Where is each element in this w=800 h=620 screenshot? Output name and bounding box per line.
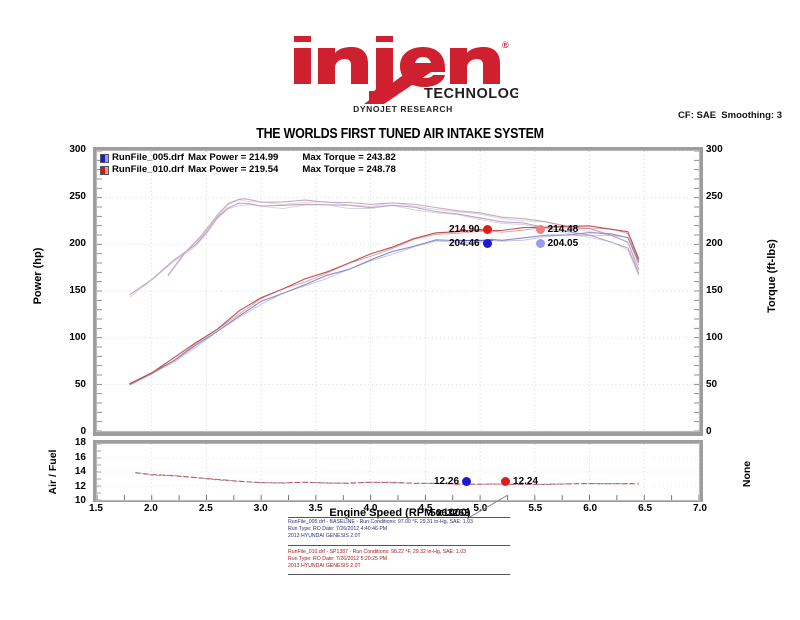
x-tick-2.5: 2.5 xyxy=(198,503,213,514)
x-tick-7.0: 7.0 xyxy=(693,503,707,514)
power-torque-curves xyxy=(129,198,640,386)
y-tick-power-50: 50 xyxy=(74,379,86,390)
annotation-torque-right-value: 204.05 xyxy=(547,238,579,249)
y-tick-power-300: 300 xyxy=(69,144,86,155)
footer-rule xyxy=(288,574,510,575)
y-tick-power-200: 200 xyxy=(69,238,86,249)
annotation-af-right-value: 12.24 xyxy=(513,476,539,487)
legend-row[interactable]: RunFile_010.drf Max Power = 219.54 Max T… xyxy=(100,164,396,176)
chart-title: THE WORLDS FIRST TUNED AIR INTAKE SYSTEM xyxy=(256,126,544,142)
y-tick-airfuel-10: 10 xyxy=(74,495,86,506)
legend-swatch-run005 xyxy=(100,153,109,163)
x-tick-3.0: 3.0 xyxy=(253,503,268,514)
x-tick-3.5: 3.5 xyxy=(308,503,323,514)
y-tick-torque-250: 250 xyxy=(706,191,723,202)
annotation-dot-torque-left xyxy=(482,239,492,248)
legend-max-power: Max Power = 219.54 xyxy=(187,164,279,175)
legend-file-name: RunFile_005.drf xyxy=(112,152,184,163)
legend-file-name: RunFile_010.drf xyxy=(112,164,184,175)
y-tick-airfuel-12: 12 xyxy=(74,480,86,492)
af-plot-frame-top xyxy=(96,440,700,444)
y-axis-label-none: None xyxy=(741,460,753,488)
run-info-block-sp1387: RunFile_010.drf - SP1387 - Run Condition… xyxy=(288,549,466,570)
run-info-line: Run Type: RO Date: 7/26/2012 5:20:25 PM xyxy=(288,556,388,562)
annotation-af-left-value: 12.26 xyxy=(434,476,460,487)
y-axis-label-power: Power (hp) xyxy=(32,247,44,305)
legend-max-torque: Max Torque = 248.78 xyxy=(302,164,396,175)
x-tick-6.0: 6.0 xyxy=(583,503,598,514)
air-fuel-curves xyxy=(135,472,639,486)
annotation-dot-af-right xyxy=(501,477,511,486)
injen-logo: ® TECHNOLOGY xyxy=(288,26,518,104)
main-plot-frame-top xyxy=(96,147,700,151)
main-plot-frame-left xyxy=(93,147,97,436)
chart-legend: RunFile_005.drf Max Power = 214.99 Max T… xyxy=(100,152,396,176)
annotation-power-left-value: 214.90 xyxy=(449,224,480,235)
annotation-dot-torque-right xyxy=(535,239,545,248)
dynojet-research-label: DYNOJET RESEARCH xyxy=(353,104,453,114)
power-torque-plot xyxy=(96,150,700,432)
x-tick-1.5: 1.5 xyxy=(89,503,103,514)
y-tick-power-150: 150 xyxy=(69,285,86,296)
x-tick-5.5: 5.5 xyxy=(528,503,543,514)
legend-swatch-run010 xyxy=(100,165,109,175)
run-info-line: RunFile_005.drf - BASELINE - Run Conditi… xyxy=(288,519,473,525)
y-tick-airfuel-18: 18 xyxy=(74,437,86,448)
annotation-torque-left-value: 204.46 xyxy=(449,238,480,249)
x-tick-6.5: 6.5 xyxy=(638,503,653,514)
legend-max-power: Max Power = 214.99 xyxy=(187,152,279,163)
y-tick-airfuel-16: 16 xyxy=(74,451,86,463)
y-tick-torque-0: 0 xyxy=(706,426,712,437)
annotation-dot-power-left xyxy=(482,225,492,234)
run-info-block-baseline: RunFile_005.drf - BASELINE - Run Conditi… xyxy=(288,519,473,540)
legend-row[interactable]: RunFile_005.drf Max Power = 214.99 Max T… xyxy=(100,152,396,164)
svg-text:TECHNOLOGY: TECHNOLOGY xyxy=(424,86,518,102)
page-header: ® TECHNOLOGY DYNOJET RESEARCH CF: SAE Sm… xyxy=(0,0,800,142)
run-info-line: 2013 HYUNDAI GENESIS 2.0T xyxy=(288,563,361,569)
air-fuel-plot xyxy=(96,443,700,501)
y-tick-torque-300: 300 xyxy=(706,144,723,155)
annotation-airfuel-readout: 12.26 12.24 xyxy=(434,476,538,487)
x-axis-label: Engine Speed (RPM x1000) xyxy=(329,507,471,519)
run-info-line: Run Type: RO Date: 7/26/2012 4:40:46 PM xyxy=(288,526,388,532)
svg-text:®: ® xyxy=(502,40,509,50)
annotation-power-right-value: 214.48 xyxy=(547,224,579,235)
af-plot-frame-left xyxy=(93,440,97,502)
run-info-line: 2013 HYUNDAI GENESIS 2.0T xyxy=(288,533,361,539)
x-tick-2.0: 2.0 xyxy=(143,503,158,514)
correction-factor-label: CF: SAE Smoothing: 3 xyxy=(678,110,782,121)
annotation-torque-readout: 204.46 204.05 xyxy=(449,238,578,249)
x-tick-4.0: 4.0 xyxy=(363,503,378,514)
annotation-dot-af-left xyxy=(462,477,472,486)
footer-leader-line xyxy=(470,495,509,517)
y-axis-label-torque: Torque (ft-lbs) xyxy=(766,239,778,313)
main-plot-frame-bottom xyxy=(96,432,700,436)
y-tick-power-250: 250 xyxy=(69,191,86,202)
run-info-line: RunFile_010.drf - SP1387 - Run Condition… xyxy=(288,549,466,555)
main-plot-frame-right xyxy=(699,147,703,436)
y-tick-power-100: 100 xyxy=(69,332,86,343)
x-tick-4.5: 4.5 xyxy=(418,503,433,514)
y-tick-power-0: 0 xyxy=(80,426,86,437)
annotation-dot-power-right xyxy=(535,225,545,234)
legend-max-torque: Max Torque = 243.82 xyxy=(302,152,396,163)
y-tick-torque-200: 200 xyxy=(706,238,723,249)
y-tick-torque-150: 150 xyxy=(706,285,723,296)
y-tick-airfuel-14: 14 xyxy=(74,466,86,477)
af-plot-gridlines xyxy=(97,444,699,500)
x-tick-5.0: 5.0 xyxy=(473,503,488,514)
af-plot-frame-right xyxy=(699,440,703,502)
y-tick-torque-50: 50 xyxy=(706,379,718,390)
x-axis-overlay-value: 5063263 xyxy=(430,507,470,519)
footer-rule xyxy=(288,545,510,546)
y-tick-torque-100: 100 xyxy=(706,332,723,343)
annotation-power-readout: 214.90 214.48 xyxy=(449,224,578,235)
footer-rule xyxy=(288,517,510,518)
